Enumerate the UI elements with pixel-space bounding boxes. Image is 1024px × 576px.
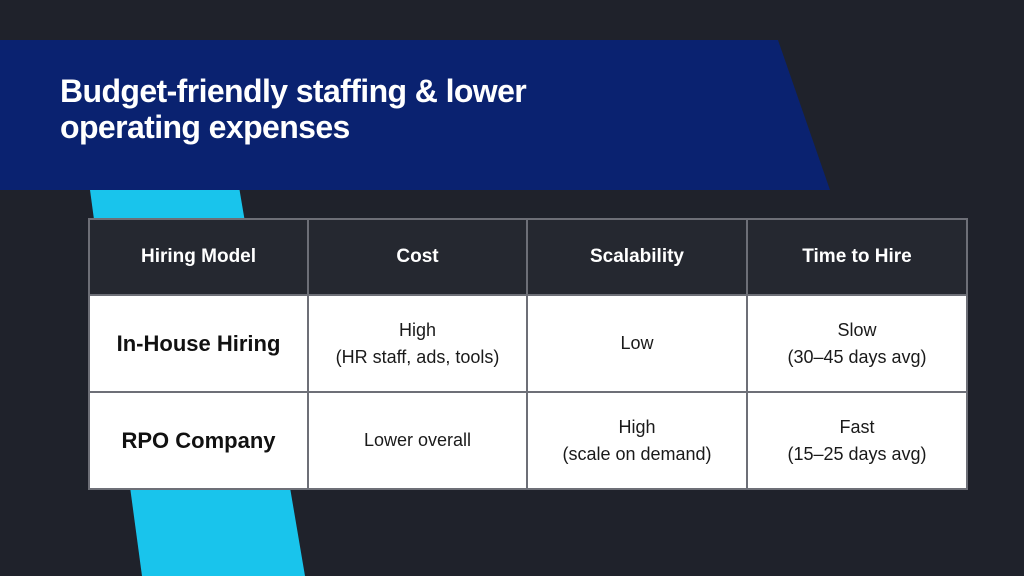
- header-time-to-hire: Time to Hire: [746, 218, 968, 296]
- cell-cost: Lower overall: [307, 391, 528, 490]
- row-model-in-house: In-House Hiring: [88, 294, 309, 393]
- time-to-hire-detail: (15–25 days avg): [787, 443, 927, 464]
- time-to-hire-detail: (30–45 days avg): [787, 346, 927, 367]
- cost-value: Lower overall: [363, 430, 472, 450]
- slide-title-line-1: Budget-friendly staffing & lower: [60, 73, 527, 109]
- cost-detail: (HR staff, ads, tools): [335, 346, 500, 367]
- cell-scalability: Low: [526, 294, 748, 393]
- header-scalability: Scalability: [526, 218, 748, 296]
- cell-cost: High (HR staff, ads, tools): [307, 294, 528, 393]
- slide-title: Budget-friendly staffing & lower operati…: [60, 73, 760, 145]
- table-header-row: Hiring Model Cost Scalability Time to Hi…: [88, 218, 968, 296]
- row-model-rpo: RPO Company: [88, 391, 309, 490]
- comparison-table: Hiring Model Cost Scalability Time to Hi…: [88, 218, 968, 490]
- time-to-hire-value: Slow: [837, 319, 877, 340]
- scalability-value: High: [618, 416, 656, 437]
- cell-time-to-hire: Fast (15–25 days avg): [746, 391, 968, 490]
- cell-scalability: High (scale on demand): [526, 391, 748, 490]
- scalability-value: Low: [620, 333, 654, 353]
- header-cost: Cost: [307, 218, 528, 296]
- slide-title-line-2: operating expenses: [60, 109, 350, 145]
- cost-value: High: [398, 319, 437, 340]
- table-row: In-House Hiring High (HR staff, ads, too…: [88, 294, 968, 393]
- header-hiring-model: Hiring Model: [88, 218, 309, 296]
- cell-time-to-hire: Slow (30–45 days avg): [746, 294, 968, 393]
- time-to-hire-value: Fast: [839, 416, 875, 437]
- table-row: RPO Company Lower overall High (scale on…: [88, 391, 968, 490]
- scalability-detail: (scale on demand): [562, 443, 712, 464]
